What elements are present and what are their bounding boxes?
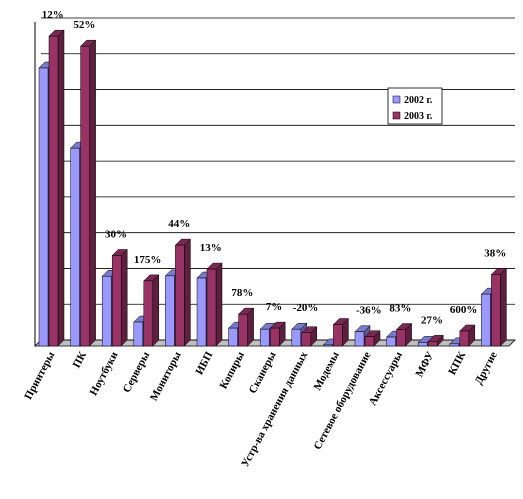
- x-tick-label: МФУ: [413, 350, 436, 379]
- bar: [364, 336, 375, 347]
- bar-side: [120, 248, 128, 347]
- growth-label: 30%: [105, 228, 127, 240]
- bar: [228, 327, 238, 347]
- x-tick-label: Другие: [473, 350, 500, 387]
- bar: [196, 277, 207, 347]
- bar: [491, 274, 501, 347]
- x-tick-label: Аксессуары: [367, 349, 406, 407]
- bar: [269, 327, 280, 347]
- x-tick-label: Сетевое оборудование: [312, 350, 374, 452]
- legend-swatch: [392, 111, 401, 120]
- growth-label: 13%: [200, 242, 222, 254]
- x-tick-label: Ноутбуки: [88, 349, 121, 397]
- bar: [259, 328, 270, 347]
- bar: [101, 275, 112, 347]
- bar: [133, 321, 144, 347]
- x-tick-label: КПК: [446, 350, 468, 377]
- x-tick-label: ПК: [71, 350, 89, 370]
- growth-label: 38%: [484, 247, 506, 259]
- bar: [459, 330, 470, 347]
- growth-label: -20%: [293, 302, 319, 314]
- growth-label: 27%: [421, 314, 443, 326]
- growth-label: 175%: [134, 254, 162, 266]
- x-tick-label: Серверы: [121, 349, 153, 394]
- bar: [165, 275, 175, 347]
- growth-label: -36%: [356, 305, 382, 317]
- x-tick-label: Мониторы: [148, 349, 184, 403]
- bar: [206, 268, 217, 347]
- bar-side: [500, 267, 507, 347]
- x-tick-label: Модемы: [312, 349, 342, 392]
- growth-label: 44%: [168, 218, 190, 230]
- growth-label: 83%: [389, 303, 411, 315]
- bar-side: [247, 307, 254, 347]
- bar: [143, 280, 154, 347]
- bar: [323, 344, 333, 347]
- x-tick-label: ИБП: [193, 349, 215, 377]
- bar: [175, 244, 185, 347]
- bar-side: [215, 262, 223, 347]
- bar: [386, 336, 396, 347]
- bar: [301, 332, 312, 347]
- growth-label: 7%: [266, 301, 283, 313]
- x-tick-label: Копиры: [218, 349, 248, 391]
- bar-side: [184, 238, 191, 347]
- bar-side: [152, 274, 160, 347]
- growth-label: 78%: [231, 287, 253, 299]
- growth-label: 52%: [73, 19, 95, 31]
- bar: [238, 313, 248, 347]
- bar: [417, 342, 428, 347]
- bar-side: [89, 39, 96, 347]
- bar: [481, 293, 491, 347]
- legend-label: 2003 г.: [404, 111, 433, 122]
- bar: [80, 45, 90, 347]
- bar: [70, 147, 80, 347]
- growth-label: 600%: [450, 304, 478, 316]
- legend-label: 2002 г.: [404, 95, 433, 106]
- x-tick-label: Принтеры: [22, 349, 57, 401]
- growth-label: 12%: [42, 9, 64, 21]
- bar: [48, 35, 59, 347]
- bar: [291, 328, 302, 347]
- bar-side: [57, 29, 65, 347]
- bar: [111, 255, 122, 347]
- bar: [396, 329, 406, 347]
- bar: [333, 324, 343, 347]
- bar: [449, 343, 460, 347]
- bar: [427, 341, 438, 347]
- bar: [38, 67, 49, 347]
- legend-swatch: [392, 95, 401, 104]
- x-tick-label: Устр-ва хранения данных: [239, 349, 310, 469]
- bar: [354, 331, 365, 347]
- x-tick-label: Сканеры: [247, 349, 279, 395]
